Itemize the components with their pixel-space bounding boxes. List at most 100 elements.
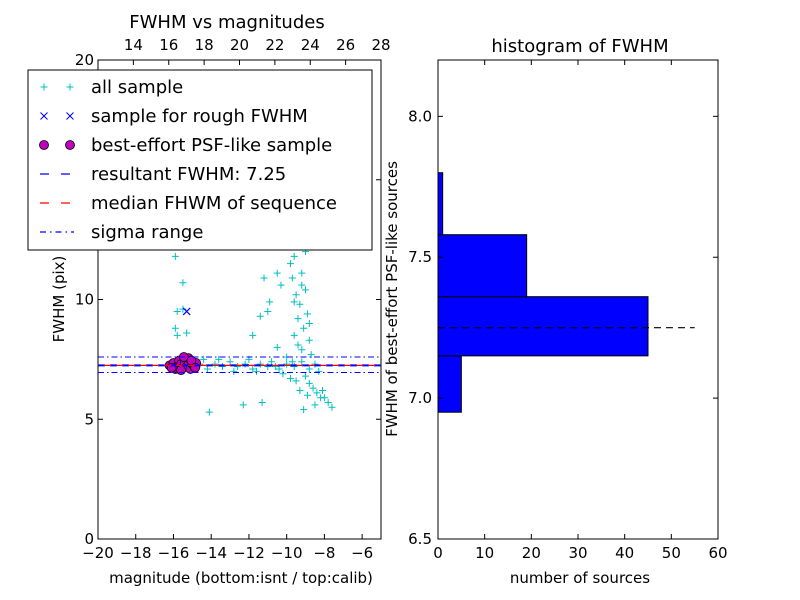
- all-sample-point: [277, 281, 285, 289]
- x-tick-label: 60: [708, 544, 727, 562]
- psf-sample-point: [176, 365, 186, 376]
- all-sample-point: [311, 360, 319, 368]
- all-sample-point: [311, 401, 319, 409]
- all-sample-point: [260, 274, 268, 282]
- histogram-plot-area: [437, 172, 695, 413]
- top-x-tick-label: 18: [195, 36, 214, 54]
- all-sample-point: [290, 298, 298, 306]
- y-tick-label: 20: [75, 51, 94, 69]
- all-sample-point: [279, 370, 287, 378]
- all-sample-point: [305, 379, 313, 387]
- y-tick-label: 5: [84, 410, 94, 428]
- y-tick-label: 8.0: [408, 107, 432, 125]
- all-sample-point: [258, 398, 266, 406]
- all-sample-point: [283, 360, 291, 368]
- all-sample-point: [241, 360, 249, 368]
- all-sample-point: [234, 363, 242, 371]
- legend-label: sample for rough FWHM: [91, 106, 308, 127]
- all-sample-point: [275, 365, 283, 373]
- all-sample-point: [305, 319, 313, 327]
- all-sample-point: [171, 324, 179, 332]
- legend-item: sample for rough FWHM: [40, 106, 308, 127]
- all-sample-point: [300, 406, 308, 414]
- all-sample-point: [226, 358, 234, 366]
- y-tick-label: 7.5: [408, 248, 432, 266]
- top-x-tick-label: 24: [301, 36, 320, 54]
- all-sample-point: [313, 389, 321, 397]
- scatter-title: FWHM vs magnitudes: [129, 12, 324, 33]
- histogram-title: histogram of FWHM: [491, 36, 668, 57]
- legend-label: all sample: [91, 77, 183, 98]
- top-x-tick-label: 20: [230, 36, 249, 54]
- legend-box: [27, 69, 373, 251]
- y-tick-label: 10: [75, 291, 94, 309]
- all-sample-point: [303, 391, 311, 399]
- all-sample-point: [309, 384, 317, 392]
- legend-items: all sample sample for rough FWHM best-effo…: [39, 77, 337, 243]
- top-x-tick-label: 22: [265, 36, 284, 54]
- rough-fwhm-point: [182, 307, 191, 316]
- all-sample-point: [320, 394, 328, 402]
- legend-circle-marker: [65, 140, 75, 150]
- all-sample-point: [268, 358, 276, 366]
- scatter-legend: all sample sample for rough FWHM best-effo…: [27, 69, 373, 251]
- y-tick-label: 0: [84, 530, 94, 548]
- histogram-x-ticks: 0 10 20 30 40 50 60: [433, 60, 728, 562]
- x-tick-label: −20: [82, 544, 114, 562]
- x-tick-label: −16: [158, 544, 190, 562]
- all-sample-point: [173, 331, 181, 339]
- x-tick-label: 40: [615, 544, 634, 562]
- all-sample-point: [252, 367, 260, 375]
- all-sample-point: [230, 367, 238, 375]
- all-sample-point: [298, 281, 306, 289]
- all-sample-point: [324, 398, 332, 406]
- all-sample-point: [294, 315, 302, 323]
- all-sample-point: [298, 358, 306, 366]
- legend-cross-marker: [66, 112, 74, 120]
- all-sample-point: [290, 363, 298, 371]
- top-x-tick-label: 16: [159, 36, 178, 54]
- all-sample-point: [292, 377, 300, 385]
- all-sample-point: [249, 331, 257, 339]
- all-sample-point: [294, 341, 302, 349]
- all-sample-point: [200, 355, 208, 363]
- x-tick-label: 50: [662, 544, 681, 562]
- scatter-x-label: magnitude (bottom:isnt / top:calib): [109, 569, 373, 587]
- top-x-tick-label: 14: [124, 36, 143, 54]
- scatter-chart: FWHM vs magnitudes −20 −18 −16 −14 −12 −10 −8−…: [27, 12, 391, 587]
- all-sample-point: [183, 329, 191, 337]
- all-sample-point: [298, 269, 306, 277]
- all-sample-point: [288, 358, 296, 366]
- y-tick-label: 6.5: [408, 530, 432, 548]
- x-tick-label: 30: [568, 544, 587, 562]
- scatter-top-x-ticks: 14 16 18 20 22 24 26 28: [124, 36, 391, 65]
- all-sample-point: [319, 387, 327, 395]
- histogram-x-label: number of sources: [510, 569, 650, 587]
- all-sample-point: [286, 260, 294, 268]
- all-sample-point: [171, 252, 179, 260]
- x-tick-label: 0: [433, 544, 443, 562]
- legend-plus-marker: [40, 83, 48, 91]
- all-sample-point: [215, 355, 223, 363]
- legend-plus-marker: [66, 83, 74, 91]
- x-tick-label: −10: [271, 544, 303, 562]
- scatter-x-ticks: −20 −18 −16 −14 −12 −10 −8 −6: [82, 534, 373, 562]
- all-sample-point: [300, 324, 308, 332]
- legend-circle-marker: [39, 140, 49, 150]
- histogram-y-ticks: 6.5 7.0 7.5 8.0: [408, 107, 718, 548]
- x-tick-label: −8: [313, 544, 335, 562]
- all-sample-point: [292, 291, 300, 299]
- legend-cross-marker: [40, 112, 48, 120]
- all-sample-point: [256, 312, 264, 320]
- all-sample-point: [307, 351, 315, 359]
- all-sample-point: [286, 375, 294, 383]
- legend-label: best-effort PSF-like sample: [91, 135, 332, 156]
- all-sample-point: [179, 279, 187, 287]
- histogram-bar: [437, 234, 528, 298]
- legend-label: resultant FWHM: 7.25: [91, 164, 286, 185]
- all-sample-point: [249, 365, 257, 373]
- legend-item: sigma range: [40, 222, 203, 243]
- all-sample-point: [205, 408, 213, 416]
- x-tick-label: −6: [351, 544, 373, 562]
